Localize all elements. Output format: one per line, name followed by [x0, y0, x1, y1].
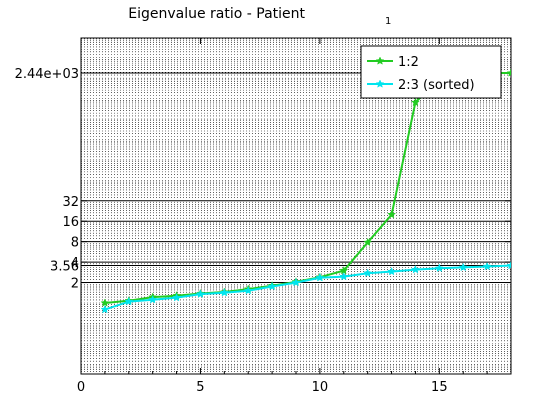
series-2-point — [315, 273, 325, 282]
plot-area: 2 3.564 8 16 32 2.44e+03 0 5 10 15 1:2 2:3 (sorted) — [15, 37, 512, 395]
series-line-2 — [104, 264, 511, 311]
series-2-point — [124, 296, 134, 306]
legend-label: 2:3 (sorted) — [398, 78, 475, 93]
series-2-point — [363, 268, 373, 277]
series-2-point — [267, 281, 277, 291]
y-tick-label: 16 — [62, 215, 79, 230]
series-2-point — [291, 277, 301, 287]
chart-title-subscript: 1 — [385, 16, 391, 27]
legend-label: 1:2 — [398, 55, 419, 70]
x-tick-label: 5 — [196, 380, 204, 395]
series-2-point — [387, 266, 397, 276]
series-2-point — [172, 292, 182, 302]
x-tick-label: 15 — [431, 380, 448, 395]
series-1-point — [387, 210, 397, 219]
legend-swatch-marker — [375, 56, 385, 65]
series-2-point — [458, 262, 468, 272]
legend-swatch-marker — [375, 79, 385, 88]
x-tick-label: 10 — [312, 380, 329, 395]
series-2-point — [100, 304, 110, 314]
y-tick-label: 4 — [71, 256, 79, 271]
chart-title: Eigenvalue ratio - Patient — [128, 6, 305, 22]
series-2-point — [410, 264, 420, 274]
x-tick-label: 0 — [77, 380, 85, 395]
series-1-point — [506, 68, 511, 77]
series-2-point — [148, 295, 158, 304]
series-2-point — [219, 288, 229, 297]
series-1-point — [410, 97, 420, 107]
series-2-point — [339, 271, 349, 281]
y-tick-label: 2.44e+03 — [15, 67, 79, 82]
series-2-point — [243, 286, 253, 295]
legend-box — [360, 45, 502, 99]
plot-frame — [80, 37, 512, 375]
y-tick-label: 2 — [71, 277, 79, 292]
y-tick-label: 32 — [62, 195, 79, 210]
series-1-point — [363, 237, 373, 247]
series-2-point — [482, 261, 492, 271]
y-tick-label: 3.56 — [50, 260, 79, 275]
series-2-point — [195, 289, 205, 298]
series-2-point — [434, 263, 444, 273]
y-tick-label: 8 — [71, 236, 79, 251]
series-2-point — [506, 260, 511, 270]
series-1-point — [100, 298, 110, 307]
